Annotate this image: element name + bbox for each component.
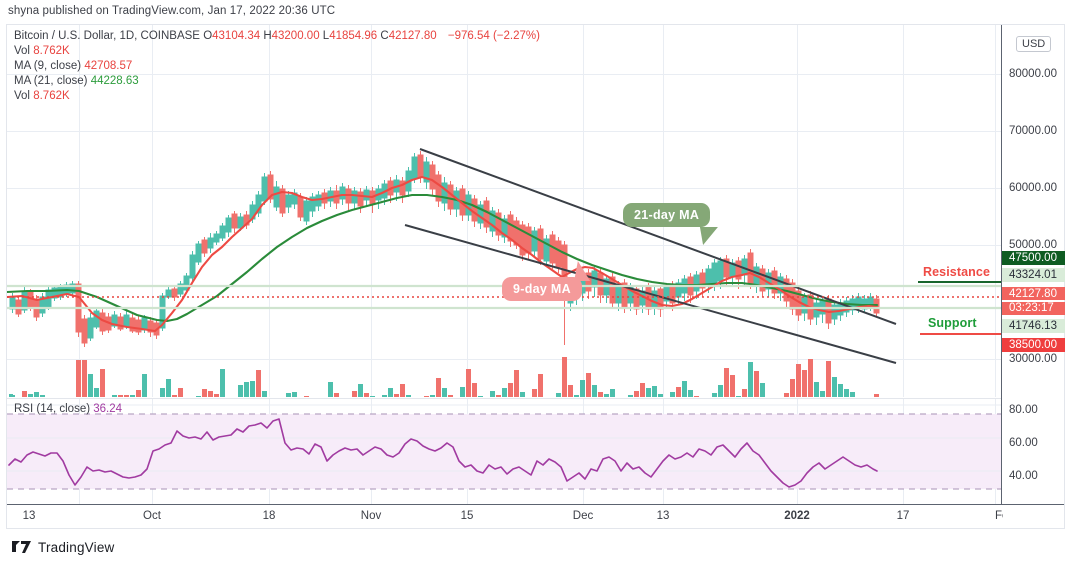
rsi-series-layer — [7, 404, 1001, 490]
chart-frame: Bitcoin / U.S. Dollar, 1D, COINBASE O431… — [6, 24, 1065, 529]
ma9-callout[interactable]: 9-day MA — [502, 277, 582, 301]
legend-symbol: Bitcoin / U.S. Dollar, 1D, COINBASE — [14, 30, 200, 42]
legend-close-label: C — [380, 30, 389, 42]
time-label: Dec — [572, 510, 594, 522]
published-byline: shyna published on TradingView.com, Jan … — [8, 5, 336, 17]
price-tick: 50000.00 — [1009, 239, 1057, 251]
time-label-year: 2022 — [784, 510, 810, 522]
time-label: 17 — [896, 510, 910, 522]
resistance-price-tag[interactable]: 47500.00 — [1002, 251, 1065, 265]
tradingview-logo-icon — [12, 541, 31, 553]
horizontal-gridline — [7, 131, 1001, 132]
lower-band-price-tag[interactable]: 41746.13 — [1002, 319, 1065, 333]
vertical-gridline — [79, 25, 80, 397]
legend-ma21-value: 44228.63 — [90, 75, 139, 87]
vertical-gridline — [797, 25, 798, 397]
horizontal-gridline — [7, 359, 1001, 360]
price-tick: 80000.00 — [1009, 68, 1057, 80]
time-label: 15 — [460, 510, 474, 522]
legend-open-label: O — [203, 30, 213, 42]
price-tick: 60000.00 — [1009, 182, 1057, 194]
time-label: 13 — [22, 510, 36, 522]
trendline-upper — [419, 148, 897, 325]
tradingview-wordmark: TradingView — [38, 540, 115, 555]
ma21-line — [7, 193, 879, 323]
legend-ma9-row: MA (9, close) 42708.57 — [14, 59, 540, 74]
currency-badge[interactable]: USD — [1016, 36, 1052, 52]
legend-symbol-row: Bitcoin / U.S. Dollar, 1D, COINBASE O431… — [14, 29, 540, 44]
horizontal-gridline — [7, 245, 1001, 246]
last-price-tag[interactable]: 42127.80 — [1002, 287, 1065, 300]
candlestick-series — [9, 151, 880, 347]
legend-high-value: 43200.00 — [271, 30, 320, 42]
price-tick: 30000.00 — [1009, 353, 1057, 365]
ma21-callout[interactable]: 21-day MA — [623, 203, 711, 227]
time-label: Nov — [360, 510, 382, 522]
time-label: 18 — [262, 510, 276, 522]
upper-band-price-tag[interactable]: 43324.01 — [1002, 268, 1065, 282]
legend-vol2-label: Vol — [14, 90, 30, 102]
legend-change: −976.54 (−2.27%) — [447, 30, 540, 42]
support-price-tag[interactable]: 38500.00 — [1002, 338, 1065, 352]
time-axis[interactable]: 13 Oct 18 Nov 15 Dec 13 2022 17 Fe — [7, 504, 1064, 529]
rsi-tick: 60.00 — [1009, 437, 1038, 449]
horizontal-gridline — [7, 74, 1001, 75]
horizontal-gridline — [7, 188, 1001, 189]
resistance-label[interactable]: Resistance — [923, 265, 991, 279]
price-axis[interactable]: USD 80000.00 70000.00 60000.00 50000.00 … — [1001, 25, 1065, 504]
rsi-legend: RSI (14, close) 36.24 — [14, 403, 122, 415]
legend-vol-label: Vol — [14, 45, 30, 57]
rsi-legend-value: 36.24 — [93, 403, 123, 415]
vertical-gridline — [995, 25, 996, 397]
vertical-gridline — [152, 25, 153, 397]
price-tick: 70000.00 — [1009, 125, 1057, 137]
rsi-legend-label: RSI (14, close) — [14, 403, 91, 415]
vertical-gridline — [269, 25, 270, 397]
legend-high-label: H — [263, 30, 272, 42]
rsi-tick: 40.00 — [1009, 470, 1038, 482]
support-label[interactable]: Support — [928, 316, 977, 330]
legend-low-value: 41854.96 — [329, 30, 378, 42]
rsi-line — [8, 418, 878, 488]
trendline-lower — [404, 224, 897, 364]
time-label: Oct — [143, 510, 161, 522]
legend-ma21-row: MA (21, close) 44228.63 — [14, 74, 540, 89]
time-label: 13 — [656, 510, 670, 522]
legend-ma21-label: MA (21, close) — [14, 75, 88, 87]
chart-legend: Bitcoin / U.S. Dollar, 1D, COINBASE O431… — [14, 29, 540, 104]
footer-brand: TradingView — [12, 540, 115, 555]
price-pane[interactable]: Bitcoin / U.S. Dollar, 1D, COINBASE O431… — [7, 25, 1001, 397]
legend-vol-value: 8.762K — [33, 45, 70, 57]
resistance-line[interactable] — [918, 281, 1001, 284]
legend-ma9-label: MA (9, close) — [14, 60, 82, 72]
vertical-gridline — [583, 25, 584, 397]
legend-volume-row: Vol 8.762K — [14, 44, 540, 59]
legend-open-value: 43104.34 — [212, 30, 261, 42]
legend-volume-row-2: Vol 8.762K — [14, 89, 540, 104]
rsi-tick: 80.00 — [1009, 404, 1038, 416]
vertical-gridline — [903, 25, 904, 397]
vertical-gridline — [371, 25, 372, 397]
support-line[interactable] — [920, 333, 1001, 336]
time-label-clipped: Fe — [995, 510, 1003, 522]
legend-vol2-value: 8.762K — [33, 90, 70, 102]
legend-ma9-value: 42708.57 — [84, 60, 133, 72]
legend-close-value: 42127.80 — [388, 30, 437, 42]
rsi-pane[interactable]: RSI (14, close) 36.24 — [7, 398, 1001, 504]
price-series-layer — [7, 148, 1001, 397]
volume-histogram — [9, 357, 879, 397]
legend-low-label: L — [322, 30, 330, 42]
countdown-tag[interactable]: 03:23:17 — [1002, 302, 1065, 315]
